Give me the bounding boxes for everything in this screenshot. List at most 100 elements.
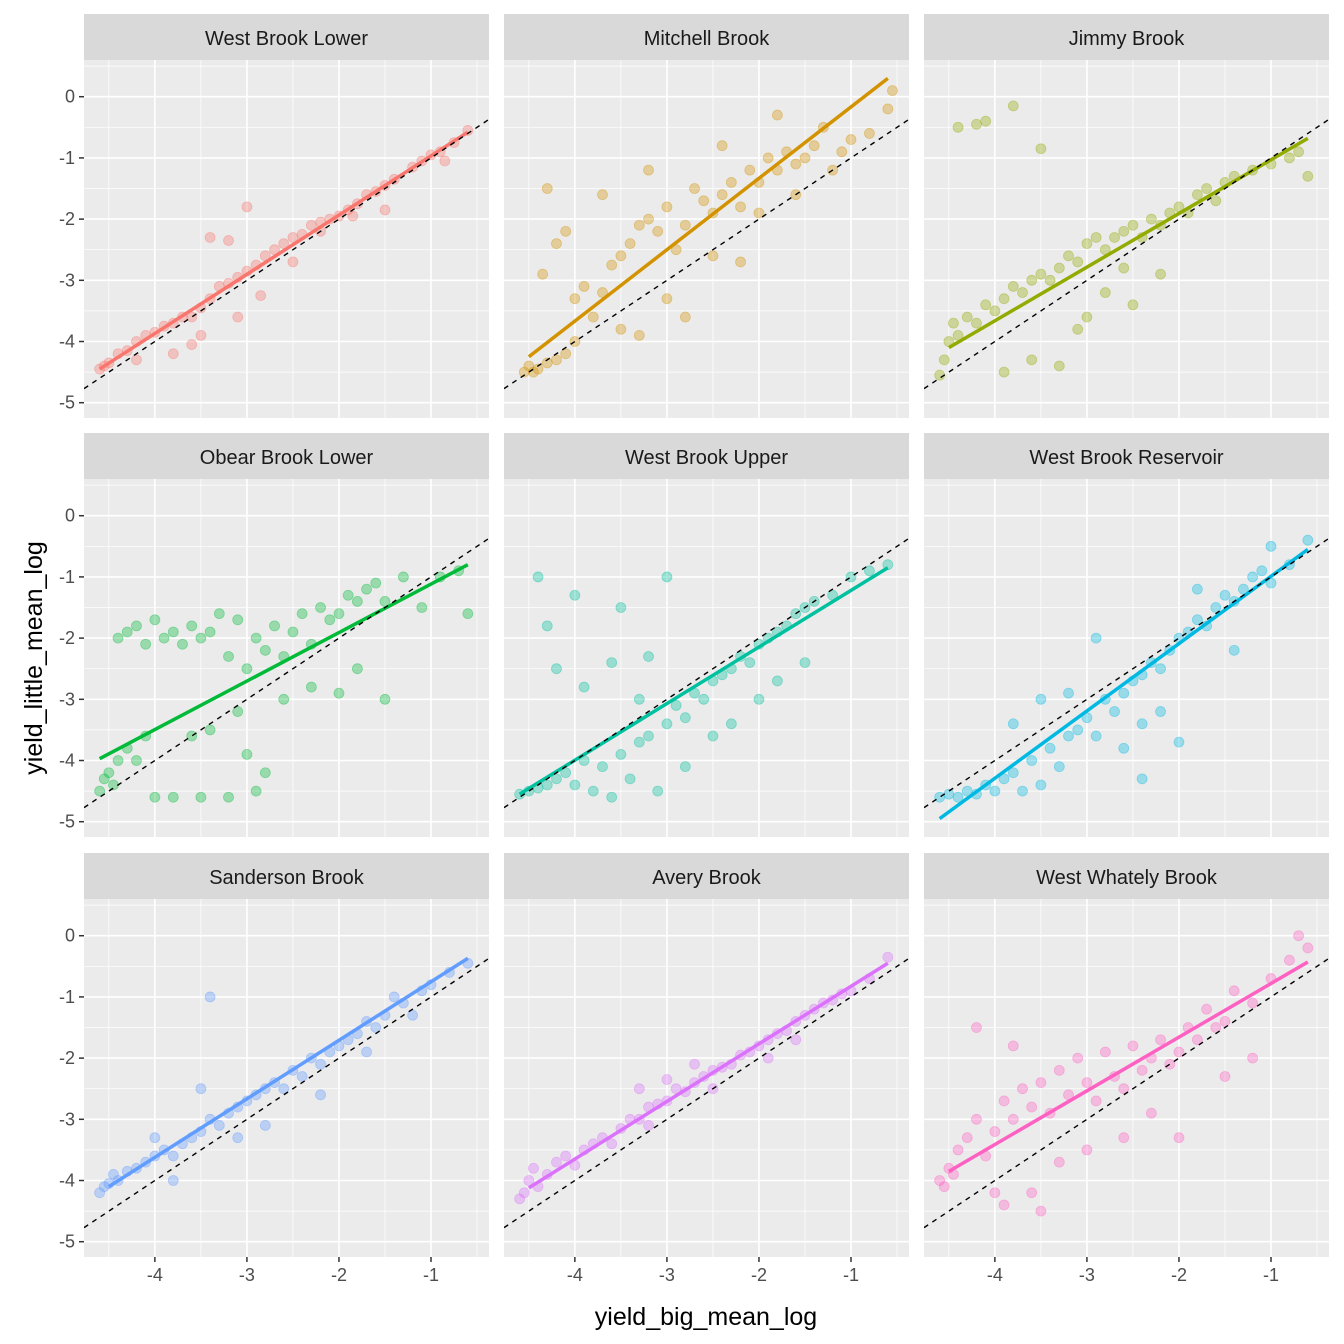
data-point bbox=[948, 317, 959, 329]
data-point bbox=[1099, 287, 1111, 298]
data-point bbox=[1035, 1077, 1047, 1088]
data-point bbox=[112, 755, 124, 766]
x-tick-label: -2 bbox=[751, 1265, 767, 1285]
panel-background bbox=[84, 899, 489, 1257]
data-point bbox=[108, 779, 119, 791]
panel-plot-area bbox=[84, 537, 489, 809]
data-point bbox=[652, 785, 664, 797]
data-point bbox=[94, 1187, 106, 1199]
data-point bbox=[1053, 1064, 1065, 1076]
facet-panel: Sanderson Brook bbox=[84, 853, 489, 1257]
data-point bbox=[1072, 724, 1084, 736]
data-point bbox=[1090, 232, 1102, 243]
data-point bbox=[864, 128, 875, 139]
data-point bbox=[624, 773, 636, 785]
data-point bbox=[1256, 565, 1268, 577]
data-point bbox=[615, 250, 627, 262]
data-point bbox=[606, 657, 618, 668]
y-tick-label: -5 bbox=[59, 812, 75, 832]
data-point bbox=[679, 311, 691, 323]
x-tick-label: -3 bbox=[239, 1265, 255, 1285]
x-tick-label: -3 bbox=[1079, 1265, 1095, 1285]
axes-layer: 0 -1 -2 -3 -4 -5 0 -1 -2 -3 -4 -5 0 -1 -2 -3 -4 -5 -4 -3 -2 -… bbox=[59, 87, 1279, 1285]
data-point bbox=[1007, 718, 1019, 730]
y-tick-label: 0 bbox=[65, 926, 75, 946]
facet-panel: West Brook Upper bbox=[504, 433, 909, 837]
data-point bbox=[1191, 614, 1203, 626]
data-point bbox=[370, 577, 382, 589]
data-point bbox=[551, 773, 562, 785]
y-tick-label: -1 bbox=[59, 148, 75, 168]
data-point bbox=[633, 219, 645, 231]
fit-line bbox=[107, 956, 469, 1189]
data-point bbox=[397, 571, 409, 583]
data-point bbox=[998, 366, 1010, 378]
data-point bbox=[379, 693, 391, 705]
facet-strip bbox=[924, 853, 1329, 899]
data-point bbox=[1210, 602, 1222, 613]
data-point bbox=[1026, 354, 1038, 366]
data-point bbox=[1210, 195, 1222, 207]
data-point bbox=[551, 354, 562, 366]
data-point bbox=[1026, 755, 1038, 766]
data-point bbox=[255, 290, 267, 302]
fit-line bbox=[98, 130, 469, 371]
facet-panel: Obear Brook Lower bbox=[84, 433, 489, 837]
facet-panel: West Whately Brook bbox=[924, 853, 1329, 1257]
reference-line bbox=[504, 957, 909, 1229]
facet-panel: Jimmy Brook bbox=[924, 14, 1329, 418]
data-point bbox=[971, 118, 982, 130]
data-point bbox=[1247, 571, 1259, 583]
data-point bbox=[1007, 767, 1019, 779]
data-point bbox=[551, 238, 562, 249]
reference-line bbox=[504, 537, 909, 809]
data-point bbox=[1118, 262, 1130, 274]
data-point bbox=[1053, 262, 1065, 274]
x-tick-label: -2 bbox=[1171, 1265, 1187, 1285]
data-point bbox=[679, 219, 691, 231]
data-point bbox=[1210, 1022, 1222, 1033]
data-point bbox=[689, 183, 700, 194]
y-tick-label: 0 bbox=[65, 506, 75, 526]
data-point bbox=[195, 329, 207, 341]
data-point bbox=[1173, 1132, 1185, 1144]
data-point bbox=[569, 293, 581, 305]
data-point bbox=[633, 329, 645, 341]
data-point bbox=[1201, 183, 1212, 194]
data-point bbox=[1017, 785, 1028, 797]
data-point bbox=[1118, 225, 1130, 237]
data-point bbox=[624, 238, 636, 249]
data-point bbox=[131, 354, 142, 366]
data-point bbox=[735, 201, 746, 213]
data-point bbox=[167, 791, 179, 803]
panel-plot-area bbox=[504, 537, 909, 809]
data-point bbox=[514, 1193, 526, 1205]
data-point bbox=[1191, 583, 1203, 595]
data-point bbox=[661, 571, 673, 583]
data-point bbox=[971, 1113, 982, 1125]
data-point bbox=[1173, 1046, 1185, 1058]
data-point bbox=[1228, 644, 1240, 656]
data-point bbox=[158, 632, 170, 644]
data-point bbox=[1155, 1034, 1166, 1046]
data-point bbox=[1035, 1205, 1047, 1217]
data-point bbox=[1099, 1046, 1111, 1058]
data-point bbox=[961, 785, 973, 797]
data-point bbox=[1284, 152, 1295, 164]
data-point bbox=[569, 779, 581, 791]
data-point bbox=[1109, 706, 1120, 717]
y-tick-label: -1 bbox=[59, 567, 75, 587]
data-point bbox=[532, 571, 544, 583]
data-point bbox=[1118, 1132, 1130, 1144]
y-axis-title: yield_little_mean_log bbox=[20, 541, 48, 774]
data-point bbox=[961, 1132, 973, 1144]
x-tick-label: -2 bbox=[331, 1265, 347, 1285]
data-point bbox=[845, 134, 857, 145]
data-point bbox=[1026, 274, 1038, 286]
data-point bbox=[213, 608, 225, 620]
data-point bbox=[342, 589, 354, 601]
facet-title: Sanderson Brook bbox=[209, 867, 365, 889]
data-point bbox=[351, 595, 363, 607]
data-point bbox=[1007, 100, 1019, 112]
data-point bbox=[799, 657, 811, 668]
